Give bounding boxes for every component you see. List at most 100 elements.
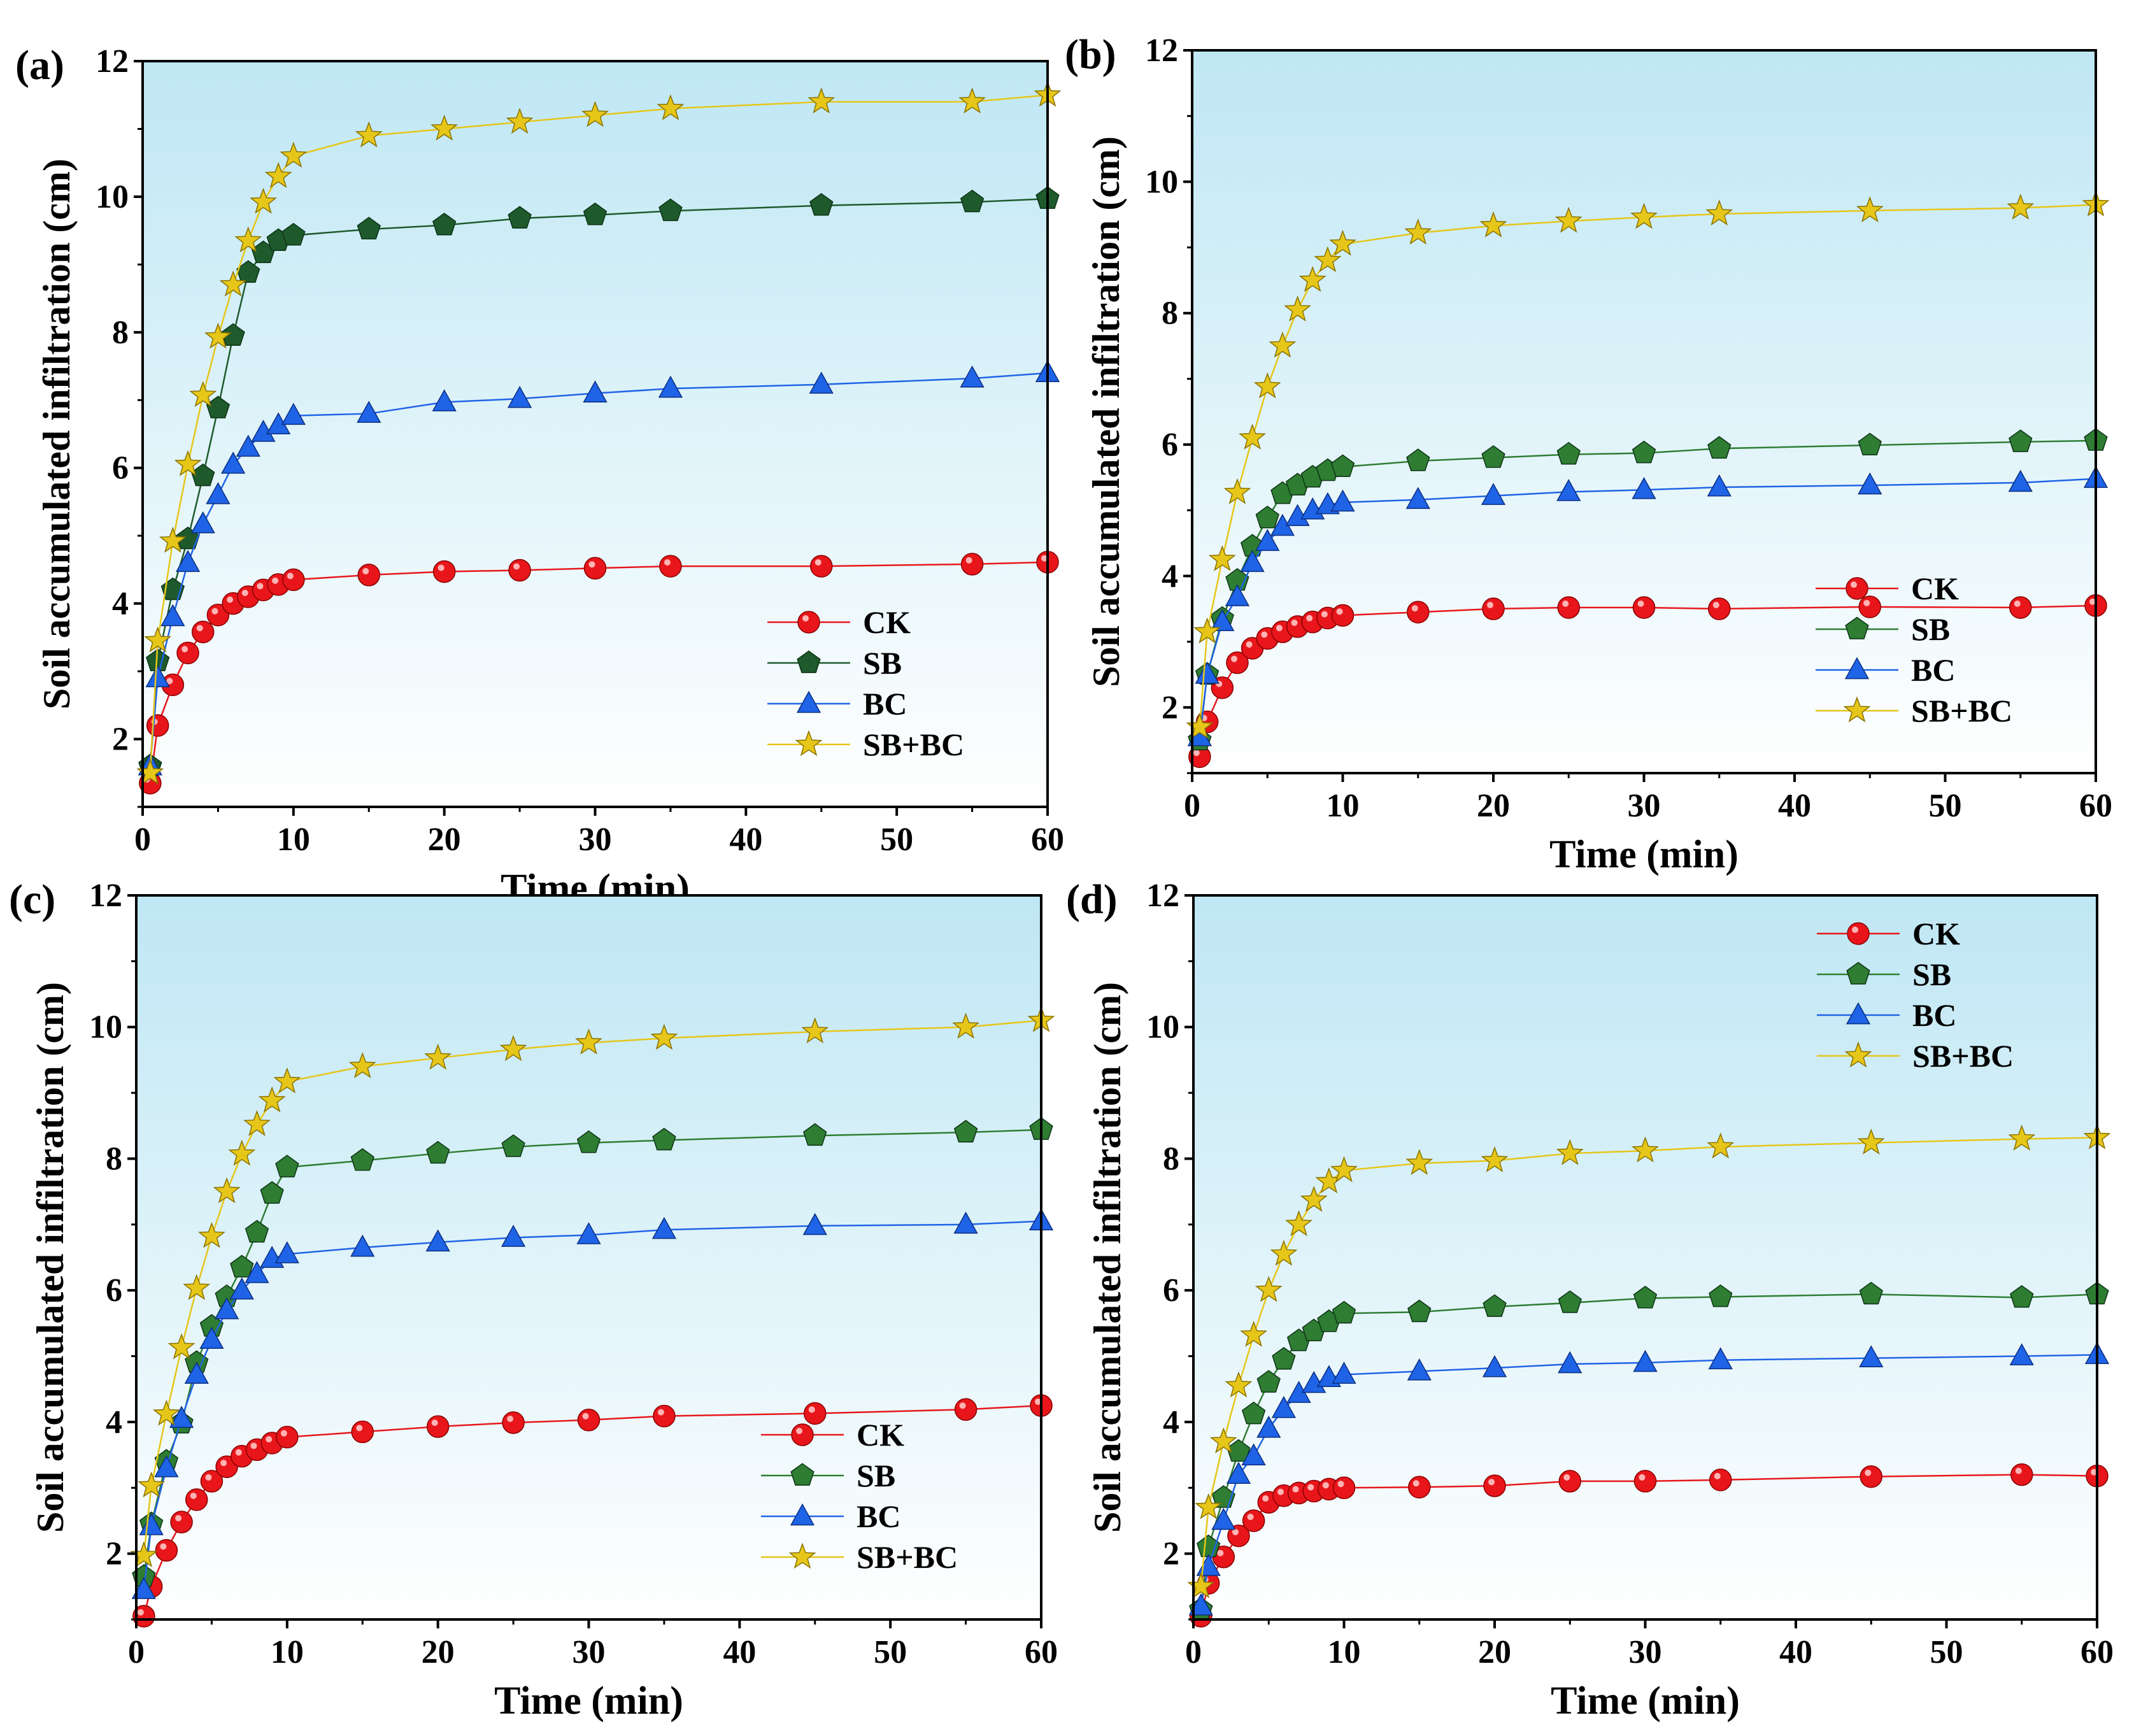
data-point xyxy=(1209,1427,1237,1454)
data-point-highlight xyxy=(137,1609,144,1616)
data-point xyxy=(1632,440,1656,464)
data-point xyxy=(138,1471,166,1498)
x-tick-label: 50 xyxy=(874,1634,907,1670)
y-tick-label: 2 xyxy=(112,722,129,758)
data-point xyxy=(1195,661,1220,684)
data-point xyxy=(1331,604,1355,627)
data-point xyxy=(1193,617,1221,644)
y-tick-label: 6 xyxy=(112,450,129,487)
data-point xyxy=(953,1211,978,1234)
y-tick-label: 12 xyxy=(96,43,129,80)
data-point xyxy=(1406,448,1430,471)
data-point xyxy=(1225,1371,1253,1398)
x-tick-label: 10 xyxy=(1328,1634,1361,1670)
data-point xyxy=(809,371,834,394)
data-point xyxy=(1632,1136,1659,1163)
chart-panel-d: 0 10 20 30 40 50 60 2 4 6 8 10 12 Time (min) Soil accu… xyxy=(1066,876,2114,1723)
data-point-highlight xyxy=(175,1515,182,1522)
x-tick-label: 30 xyxy=(579,822,612,858)
data-point xyxy=(264,162,292,189)
series-sb-bc xyxy=(1186,190,2110,739)
chart-panel-c: 0 10 20 30 40 50 60 2 4 6 8 10 12 Time (min) Soil accu… xyxy=(9,876,1058,1723)
data-point xyxy=(1858,432,1882,456)
data-point xyxy=(657,94,685,120)
data-point-highlight xyxy=(1321,611,1328,618)
data-point xyxy=(802,1213,827,1235)
y-tick-label: 4 xyxy=(112,586,129,622)
legend-marker xyxy=(790,1463,814,1486)
panel-label: (c) xyxy=(9,876,55,923)
data-point xyxy=(350,1234,375,1257)
x-tick-label: 40 xyxy=(729,822,762,858)
x-tick-label: 0 xyxy=(128,1634,145,1670)
data-point xyxy=(1557,596,1580,619)
legend-item: BC xyxy=(767,686,907,722)
data-point xyxy=(1859,1281,1883,1305)
data-point xyxy=(1633,1470,1657,1493)
legend-marker xyxy=(797,650,821,673)
data-point-highlight xyxy=(513,563,520,570)
data-point xyxy=(169,1405,194,1428)
x-tick-label: 10 xyxy=(277,822,310,858)
y-tick-label: 4 xyxy=(106,1404,122,1441)
y-tick-label: 8 xyxy=(112,315,129,351)
data-point xyxy=(1632,596,1656,619)
data-point-highlight xyxy=(2089,598,2096,605)
series-bc xyxy=(138,360,1060,776)
data-point xyxy=(804,1402,827,1425)
data-point-highlight xyxy=(1322,1482,1329,1489)
data-point-highlight xyxy=(205,1474,212,1481)
data-point-highlight xyxy=(257,583,264,590)
data-point-highlight xyxy=(227,596,234,603)
data-point-highlight xyxy=(814,559,822,566)
data-point xyxy=(1633,1285,1658,1309)
data-point xyxy=(803,1123,827,1146)
legend-label: CK xyxy=(1911,571,1959,606)
y-tick-label: 6 xyxy=(1162,427,1178,463)
data-point xyxy=(1858,472,1882,495)
data-point xyxy=(1330,1156,1358,1183)
series-ck xyxy=(1188,594,2107,768)
data-point xyxy=(2009,596,2032,619)
legend-marker-highlight xyxy=(1851,581,1857,588)
legend-item: SB+BC xyxy=(1816,693,2012,729)
data-point xyxy=(801,1017,829,1044)
data-point xyxy=(807,87,836,114)
data-point xyxy=(204,322,232,349)
data-point xyxy=(954,1398,978,1421)
legend-label: SB xyxy=(857,1458,895,1493)
data-point xyxy=(1187,1572,1215,1598)
data-point xyxy=(185,1488,208,1511)
y-tick-label: 10 xyxy=(96,179,129,215)
data-point xyxy=(146,714,169,737)
data-point xyxy=(245,1220,269,1243)
data-point-highlight xyxy=(808,1406,815,1413)
data-point xyxy=(1705,199,1733,226)
legend: CK SB BC SB+BC xyxy=(1816,571,2012,729)
legend-label: SB+BC xyxy=(1912,1038,2014,1074)
data-point xyxy=(1242,1509,1265,1532)
data-point xyxy=(1554,206,1583,233)
data-point xyxy=(1632,477,1656,499)
data-point xyxy=(1709,1469,1732,1491)
data-point xyxy=(214,1297,239,1320)
x-axis-label: Time (min) xyxy=(1549,833,1739,876)
data-point xyxy=(1272,1347,1296,1370)
data-point xyxy=(432,560,456,583)
data-point xyxy=(260,1181,284,1204)
data-point-highlight xyxy=(280,1430,287,1437)
legend-marker xyxy=(1844,1041,1872,1068)
data-point xyxy=(1330,454,1355,478)
x-tick-label: 60 xyxy=(1031,822,1064,858)
data-point xyxy=(430,114,459,141)
data-point xyxy=(183,1274,211,1300)
data-point xyxy=(357,217,381,239)
data-point-highlight xyxy=(220,1460,227,1467)
data-point xyxy=(1709,1284,1733,1307)
data-point xyxy=(1482,597,1505,620)
data-point-highlight xyxy=(1291,619,1298,626)
data-point xyxy=(276,1425,299,1449)
data-point xyxy=(1407,601,1430,623)
series-sb xyxy=(1188,428,2108,751)
data-point xyxy=(130,1541,158,1567)
